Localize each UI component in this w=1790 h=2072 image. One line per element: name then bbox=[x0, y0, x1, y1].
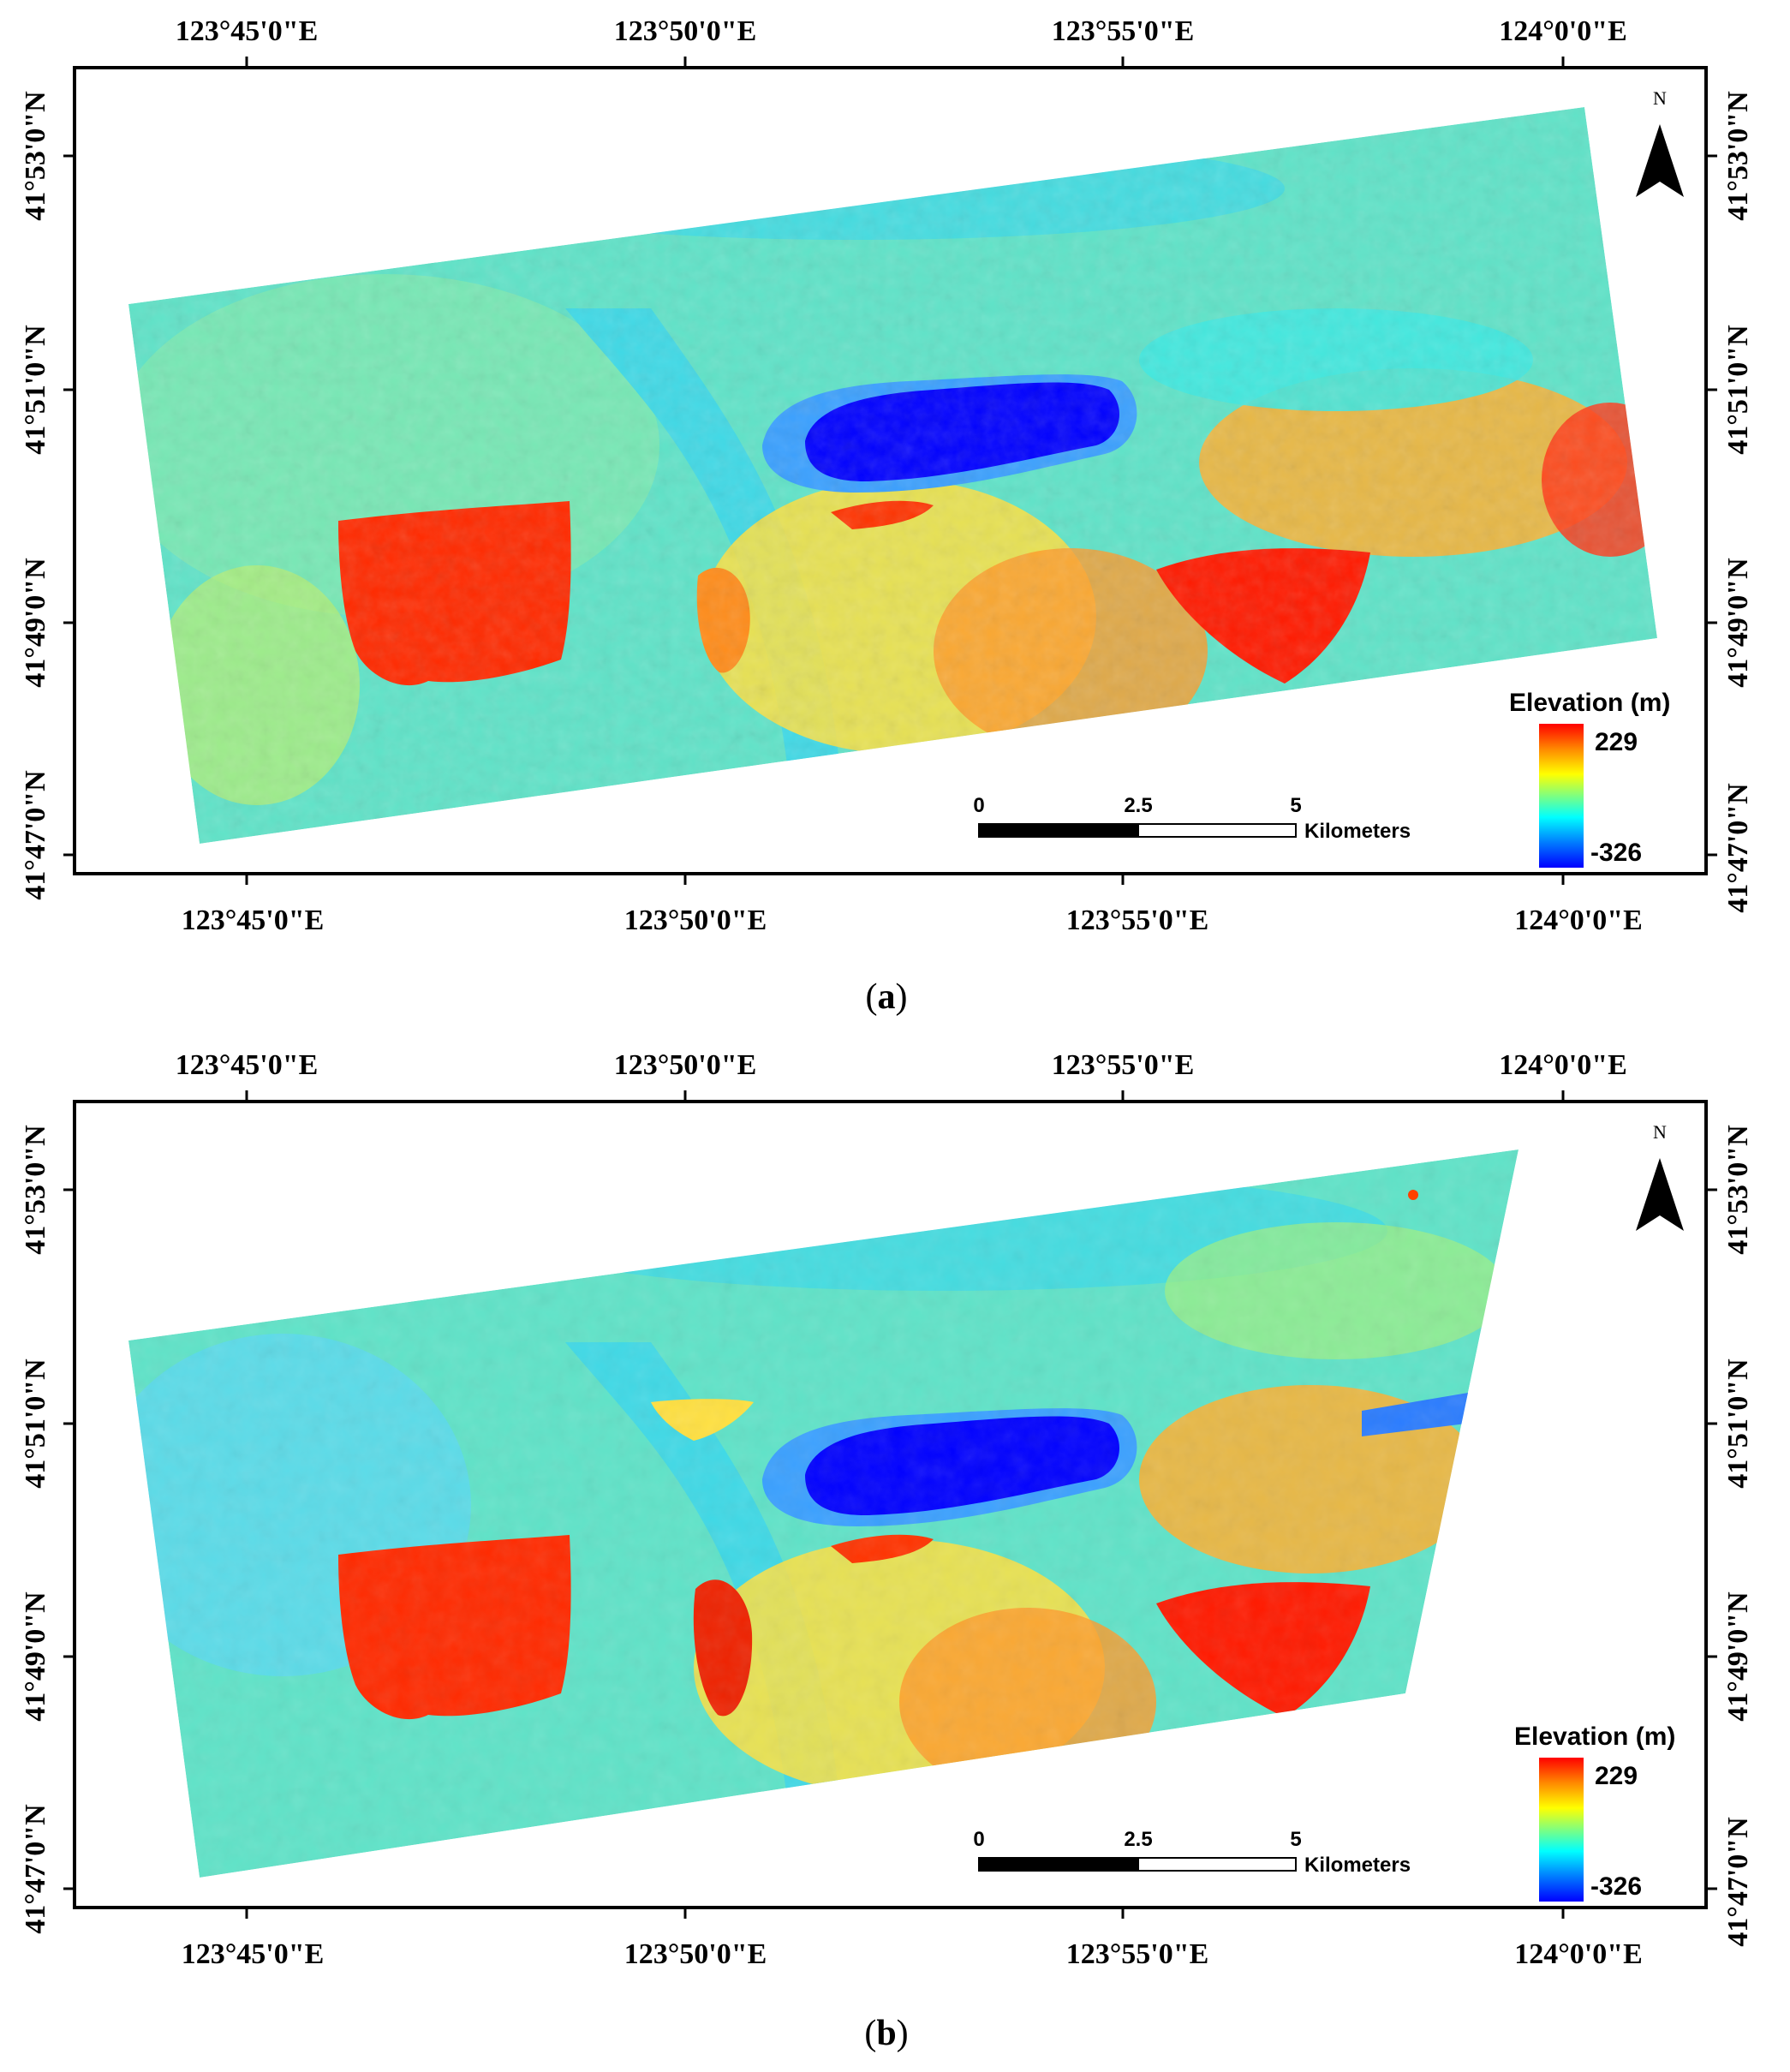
top-lon-label-1: 123°45'0"E bbox=[176, 15, 319, 47]
map-panel-b: 123°45'0"E 123°50'0"E 123°55'0"E 124°0'0… bbox=[0, 1034, 1790, 2045]
north-arrow-icon: N bbox=[1636, 1121, 1684, 1231]
top-lon-label-3: 123°55'0"E bbox=[1052, 1049, 1195, 1081]
legend-color-ramp bbox=[1539, 1758, 1584, 1902]
caption-b: (b) bbox=[864, 2014, 909, 2053]
right-latitude-ticks bbox=[1706, 154, 1717, 857]
left-lat-label-4: 41°47'0"N bbox=[20, 1804, 51, 1934]
map-frame bbox=[73, 66, 1708, 875]
elevation-legend: Elevation (m) 229 -326 bbox=[1509, 689, 1670, 868]
map-frame bbox=[73, 1100, 1708, 1909]
right-lat-label-2: 41°51'0"N bbox=[1722, 1358, 1754, 1489]
left-lat-label-4: 41°47'0"N bbox=[20, 770, 51, 900]
right-lat-label-3: 41°49'0"N bbox=[1722, 1591, 1754, 1722]
map-panel-a: 123°45'0"E 123°50'0"E 123°55'0"E 124°0'0… bbox=[0, 0, 1790, 1011]
bottom-lon-label-4: 124°0'0"E bbox=[1514, 1938, 1643, 1970]
legend-title: Elevation (m) bbox=[1509, 689, 1670, 717]
scale-unit: Kilometers bbox=[1304, 820, 1411, 843]
legend-title: Elevation (m) bbox=[1514, 1723, 1675, 1751]
legend-max-value: 229 bbox=[1595, 728, 1638, 756]
bottom-lon-label-2: 123°50'0"E bbox=[624, 905, 767, 936]
map-figure-a: 123°45'0"E 123°50'0"E 123°55'0"E 124°0'0… bbox=[20, 15, 1754, 936]
scale-tick-0: 0 bbox=[973, 1828, 984, 1851]
left-lat-label-1: 41°53'0"N bbox=[20, 1125, 51, 1255]
top-lon-label-2: 123°50'0"E bbox=[614, 1049, 757, 1081]
map-figure-b: 123°45'0"E 123°50'0"E 123°55'0"E 124°0'0… bbox=[20, 1049, 1754, 1970]
left-latitude-ticks bbox=[63, 154, 75, 857]
scale-tick-5: 5 bbox=[1290, 794, 1301, 817]
legend-max-value: 229 bbox=[1595, 1762, 1638, 1790]
right-latitude-ticks bbox=[1706, 1188, 1717, 1890]
bottom-lon-label-3: 123°55'0"E bbox=[1066, 1938, 1209, 1970]
right-lat-label-1: 41°53'0"N bbox=[1722, 1125, 1754, 1255]
north-label: N bbox=[1653, 87, 1667, 109]
legend-min-value: -326 bbox=[1590, 1872, 1642, 1901]
scale-bar: 0 2.5 5 Kilometers bbox=[973, 794, 1411, 843]
north-label: N bbox=[1653, 1121, 1667, 1143]
left-lat-label-3: 41°49'0"N bbox=[20, 1591, 51, 1722]
bottom-lon-label-4: 124°0'0"E bbox=[1514, 905, 1643, 936]
top-lon-label-1: 123°45'0"E bbox=[176, 1049, 319, 1081]
top-longitude-ticks bbox=[245, 1090, 1565, 1102]
scale-bar: 0 2.5 5 Kilometers bbox=[973, 1828, 1411, 1877]
bottom-lon-label-1: 123°45'0"E bbox=[182, 1938, 325, 1970]
bottom-longitude-ticks bbox=[245, 874, 1565, 885]
right-lat-label-1: 41°53'0"N bbox=[1722, 91, 1754, 221]
scale-tick-2-5: 2.5 bbox=[1124, 1828, 1152, 1851]
legend-min-value: -326 bbox=[1590, 839, 1642, 867]
top-lon-label-2: 123°50'0"E bbox=[614, 15, 757, 47]
top-lon-label-4: 124°0'0"E bbox=[1499, 15, 1627, 47]
top-lon-label-4: 124°0'0"E bbox=[1499, 1049, 1627, 1081]
top-longitude-ticks bbox=[245, 57, 1565, 68]
left-lat-label-2: 41°51'0"N bbox=[20, 325, 51, 455]
right-lat-label-4: 41°47'0"N bbox=[1722, 783, 1754, 913]
scale-tick-5: 5 bbox=[1290, 1828, 1301, 1851]
north-arrow-icon: N bbox=[1636, 87, 1684, 197]
elevation-legend: Elevation (m) 229 -326 bbox=[1514, 1723, 1675, 1902]
left-latitude-ticks bbox=[63, 1188, 75, 1890]
bottom-lon-label-2: 123°50'0"E bbox=[624, 1938, 767, 1970]
elevation-raster bbox=[128, 1149, 1519, 1878]
right-lat-label-4: 41°47'0"N bbox=[1722, 1817, 1754, 1947]
left-lat-label-3: 41°49'0"N bbox=[20, 558, 51, 688]
elevation-raster bbox=[128, 107, 1657, 844]
bottom-longitude-ticks bbox=[245, 1908, 1565, 1919]
right-lat-label-3: 41°49'0"N bbox=[1722, 558, 1754, 688]
left-lat-label-1: 41°53'0"N bbox=[20, 91, 51, 221]
bottom-lon-label-3: 123°55'0"E bbox=[1066, 905, 1209, 936]
isolated-peak-marker bbox=[1408, 1190, 1418, 1200]
scale-tick-2-5: 2.5 bbox=[1124, 794, 1152, 817]
scale-tick-0: 0 bbox=[973, 794, 984, 817]
left-lat-label-2: 41°51'0"N bbox=[20, 1358, 51, 1489]
right-lat-label-2: 41°51'0"N bbox=[1722, 325, 1754, 455]
top-lon-label-3: 123°55'0"E bbox=[1052, 15, 1195, 47]
scale-unit: Kilometers bbox=[1304, 1854, 1411, 1877]
legend-color-ramp bbox=[1539, 724, 1584, 868]
bottom-lon-label-1: 123°45'0"E bbox=[182, 905, 325, 936]
caption-a: (a) bbox=[865, 977, 908, 1017]
